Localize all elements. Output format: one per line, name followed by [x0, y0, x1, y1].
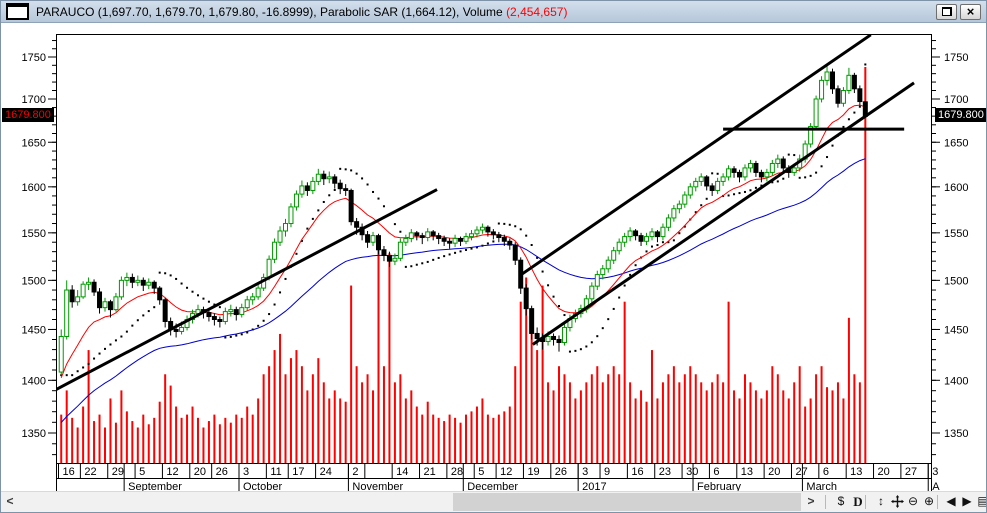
svg-text:1600: 1600	[22, 182, 46, 194]
current-price-label-right: 1679.800	[935, 108, 986, 122]
title-bar[interactable]: PARAUCO (1,697.70, 1,679.70, 1,679.80, -…	[1, 1, 986, 23]
svg-text:26: 26	[555, 466, 567, 478]
bottom-toolbar: < > $ D ↕ ⊖ ⊕ ◀ ▶▤	[1, 491, 986, 512]
svg-text:13: 13	[741, 466, 753, 478]
scroll-chart-left-icon[interactable]: ◀	[946, 494, 956, 508]
svg-text:September: September	[128, 481, 182, 493]
periodicity-daily-icon[interactable]: D	[853, 494, 863, 509]
close-button[interactable]: ×	[960, 3, 981, 20]
trendline-layer[interactable]	[56, 34, 915, 391]
svg-text:1750: 1750	[944, 52, 968, 64]
scroll-chart-right-icon[interactable]: ▶	[962, 494, 972, 508]
refresh-icon[interactable]: $	[837, 494, 845, 508]
zoom-out-icon[interactable]: ⊖	[907, 494, 919, 508]
svg-text:16: 16	[631, 466, 643, 478]
window-title-volume: (2,454,657)	[506, 4, 568, 19]
svg-text:20: 20	[194, 466, 206, 478]
restore-icon	[941, 7, 952, 16]
svg-text:1400: 1400	[22, 375, 46, 387]
svg-text:9: 9	[604, 466, 610, 478]
svg-text:28: 28	[451, 466, 463, 478]
svg-text:A: A	[932, 481, 940, 493]
svg-text:2017: 2017	[582, 481, 606, 493]
svg-text:12: 12	[166, 466, 178, 478]
parabolic-sar-layer	[60, 63, 867, 377]
volume-layer	[60, 67, 867, 463]
svg-text:30: 30	[686, 466, 698, 478]
svg-text:1450: 1450	[944, 324, 968, 336]
window-title-text: PARAUCO (1,697.70, 1,679.70, 1,679.80, -…	[36, 4, 507, 19]
svg-text:3: 3	[932, 466, 938, 478]
pan-tool-icon[interactable]	[889, 492, 905, 512]
svg-text:1700: 1700	[22, 94, 46, 106]
data-window-icon[interactable]: ▤	[975, 492, 986, 512]
scrollbar-thumb[interactable]	[453, 493, 801, 511]
svg-text:1500: 1500	[944, 275, 968, 287]
svg-text:20: 20	[878, 466, 890, 478]
svg-text:1400: 1400	[944, 375, 968, 387]
svg-text:21: 21	[424, 466, 436, 478]
price-chart-canvas[interactable]: 1750 1750 1700 1700 1650 1650 1600 1600 1550 1550…	[1, 23, 987, 494]
ma-fast-line	[60, 104, 866, 378]
close-icon: ×	[966, 3, 975, 19]
window-title: PARAUCO (1,697.70, 1,679.70, 1,679.80, -…	[36, 5, 567, 19]
zoom-in-icon[interactable]: ⊕	[923, 494, 935, 508]
svg-text:1650: 1650	[22, 137, 46, 149]
svg-text:3: 3	[582, 466, 588, 478]
ma-slow-line	[60, 158, 866, 423]
y-axis: 1750 1750 1700 1700 1650 1650 1600 1600 1550 1550…	[22, 40, 968, 456]
toolbar-separator	[825, 495, 826, 509]
svg-text:24: 24	[320, 466, 332, 478]
svg-text:5: 5	[478, 466, 484, 478]
svg-text:February: February	[697, 481, 742, 493]
svg-text:1350: 1350	[944, 428, 968, 440]
svg-text:1550: 1550	[22, 228, 46, 240]
svg-text:20: 20	[768, 466, 780, 478]
current-price-label-left: 1679.800	[2, 108, 54, 122]
svg-text:5: 5	[139, 466, 145, 478]
svg-text:17: 17	[292, 466, 304, 478]
svg-text:November: November	[352, 481, 403, 493]
svg-text:22: 22	[84, 466, 96, 478]
svg-text:14: 14	[396, 466, 408, 478]
svg-text:1550: 1550	[944, 228, 968, 240]
svg-text:1650: 1650	[944, 137, 968, 149]
window-icon	[6, 3, 29, 20]
svg-text:27: 27	[905, 466, 917, 478]
svg-text:19: 19	[527, 466, 539, 478]
svg-text:December: December	[467, 481, 518, 493]
svg-text:2: 2	[352, 466, 358, 478]
svg-text:11: 11	[270, 466, 281, 478]
svg-text:6: 6	[713, 466, 719, 478]
svg-text:March: March	[806, 481, 837, 493]
svg-text:16: 16	[63, 466, 75, 478]
svg-text:13: 13	[850, 466, 862, 478]
x-axis: 16 22 29 5 12 20 26 3 11 17 24 2 14 21 28 5 12 19 26 3 9 16 23…	[56, 463, 940, 494]
svg-text:1750: 1750	[22, 52, 46, 64]
svg-text:29: 29	[112, 466, 124, 478]
svg-text:October: October	[243, 481, 282, 493]
svg-text:6: 6	[823, 466, 829, 478]
svg-text:3: 3	[243, 466, 249, 478]
svg-text:12: 12	[500, 466, 512, 478]
plot-border	[56, 34, 932, 464]
svg-text:1350: 1350	[22, 428, 46, 440]
svg-text:27: 27	[795, 466, 807, 478]
svg-text:1500: 1500	[22, 275, 46, 287]
vertical-zoom-icon[interactable]: ↕	[878, 494, 884, 508]
svg-text:1450: 1450	[22, 324, 46, 336]
scrollbar-left-arrow[interactable]: <	[6, 494, 14, 508]
toolbar-separator	[937, 495, 938, 509]
svg-text:1600: 1600	[944, 182, 968, 194]
candlestick-layer	[58, 64, 868, 376]
toolbar-separator	[865, 495, 866, 509]
restore-button[interactable]	[936, 3, 957, 20]
scrollbar-right-arrow[interactable]: >	[807, 494, 815, 508]
svg-text:26: 26	[216, 466, 228, 478]
svg-text:23: 23	[659, 466, 671, 478]
svg-text:1700: 1700	[944, 94, 968, 106]
